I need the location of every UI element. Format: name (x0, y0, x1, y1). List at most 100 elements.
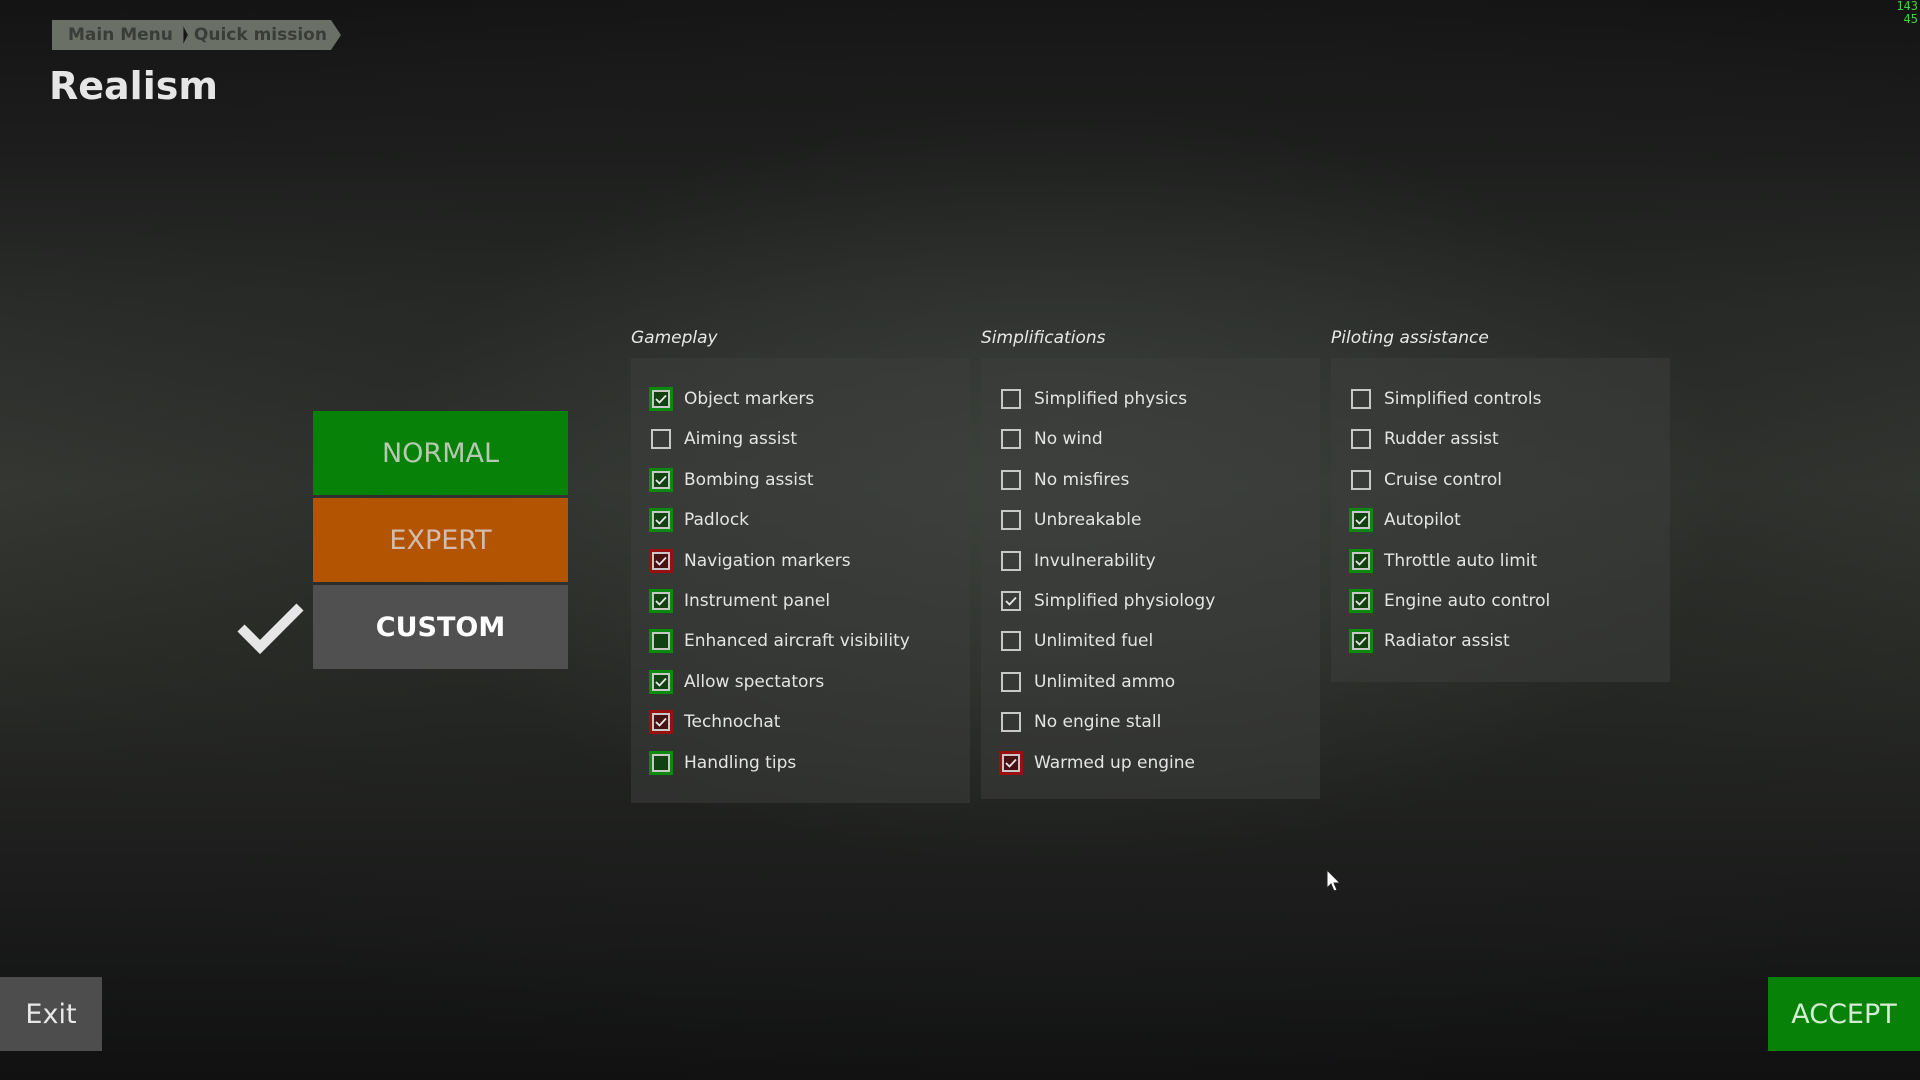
option-label: Warmed up engine (1034, 752, 1195, 773)
preset-normal-button[interactable]: NORMAL (313, 411, 568, 495)
checkbox-checked[interactable] (1349, 589, 1373, 613)
checkbox-unchecked[interactable] (999, 468, 1023, 492)
option-label: Unlimited ammo (1034, 671, 1176, 692)
checkbox-unchecked[interactable] (1349, 427, 1373, 451)
option-no-wind[interactable]: No wind (981, 424, 1103, 454)
option-warmed-up-engine[interactable]: Warmed up engine (981, 748, 1195, 778)
option-label: Technochat (684, 712, 781, 733)
checkbox-box (1351, 469, 1371, 490)
option-instrument-panel[interactable]: Instrument panel (631, 586, 830, 616)
option-aiming-assist[interactable]: Aiming assist (631, 424, 797, 454)
option-radiator-assist[interactable]: Radiator assist (1331, 626, 1510, 656)
option-label: Simplified controls (1384, 389, 1542, 409)
checkmark-icon (1355, 556, 1367, 566)
option-label: Navigation markers (684, 550, 851, 571)
option-label: Allow spectators (684, 671, 825, 692)
option-label: No wind (1034, 429, 1103, 450)
option-object-markers[interactable]: Object markers (631, 384, 814, 414)
option-simplified-physics[interactable]: Simplified physics (981, 384, 1187, 414)
checkmark-icon (1355, 596, 1367, 606)
option-label: Object markers (684, 389, 815, 409)
checkbox-unchecked[interactable] (1349, 468, 1373, 492)
page-title: Realism (49, 64, 218, 108)
checkbox-unchecked[interactable] (999, 427, 1023, 451)
option-rudder-assist[interactable]: Rudder assist (1331, 424, 1499, 454)
checkbox-checked[interactable] (1349, 548, 1373, 573)
checkbox-box (1001, 550, 1021, 571)
checkmark-icon (655, 596, 667, 606)
checkbox-checked[interactable] (1349, 508, 1373, 533)
checkbox-unchecked[interactable] (649, 629, 673, 654)
option-handling-tips[interactable]: Handling tips (631, 748, 796, 778)
option-simplified-controls[interactable]: Simplified controls (1331, 384, 1541, 414)
option-label: Simplified physics (1034, 389, 1188, 409)
checkbox-unchecked[interactable] (1349, 387, 1373, 411)
option-cruise-control[interactable]: Cruise control (1331, 465, 1502, 495)
checkbox-unchecked[interactable] (649, 750, 673, 775)
exit-button[interactable]: Exit (0, 977, 102, 1051)
checkmark-icon (655, 718, 667, 727)
option-label: Instrument panel (684, 591, 831, 611)
option-invulnerability[interactable]: Invulnerability (981, 546, 1156, 576)
checkbox-box (1002, 753, 1020, 772)
option-simplified-physiology[interactable]: Simplified physiology (981, 586, 1215, 616)
option-label: Bombing assist (684, 469, 814, 490)
checkbox-box (1001, 712, 1021, 733)
option-engine-auto-control[interactable]: Engine auto control (1331, 586, 1550, 616)
option-allow-spectators[interactable]: Allow spectators (631, 667, 824, 697)
checkbox-unchecked[interactable] (649, 427, 673, 451)
accept-button[interactable]: ACCEPT (1768, 977, 1920, 1051)
checkbox-checked[interactable] (649, 669, 673, 694)
option-throttle-auto-limit[interactable]: Throttle auto limit (1331, 546, 1537, 576)
option-label: Unbreakable (1034, 510, 1142, 531)
checkbox-box (652, 551, 670, 570)
fps-value: 143 (1896, 0, 1918, 13)
option-bombing-assist[interactable]: Bombing assist (631, 465, 813, 495)
option-no-misfires[interactable]: No misfires (981, 465, 1129, 495)
checkmark-icon (655, 394, 667, 404)
option-unlimited-fuel[interactable]: Unlimited fuel (981, 626, 1153, 656)
option-autopilot[interactable]: Autopilot (1331, 505, 1461, 535)
checkbox-checked[interactable] (649, 467, 673, 492)
option-unbreakable[interactable]: Unbreakable (981, 505, 1141, 535)
checkbox-checked[interactable] (649, 589, 673, 613)
checkbox-unchecked[interactable] (999, 549, 1023, 573)
checkbox-box (1352, 632, 1370, 651)
checkmark-icon (1355, 516, 1367, 525)
checkbox-unchecked[interactable] (999, 508, 1023, 532)
checkbox-unchecked[interactable] (999, 387, 1023, 411)
checkbox-unchecked[interactable] (999, 710, 1023, 734)
option-unlimited-ammo[interactable]: Unlimited ammo (981, 667, 1175, 697)
checkbox-checked[interactable] (649, 387, 673, 411)
checkbox-checked[interactable] (649, 710, 673, 735)
checkmark-icon (655, 556, 667, 566)
checkbox-box (1352, 592, 1370, 610)
breadcrumb-main-menu[interactable]: Main Menu (52, 20, 184, 50)
option-technochat[interactable]: Technochat (631, 707, 780, 737)
checkbox-unchecked[interactable] (999, 629, 1023, 653)
option-no-engine-stall[interactable]: No engine stall (981, 707, 1161, 737)
column-header-piloting-assistance: Piloting assistance (1331, 328, 1489, 348)
checkbox-box (652, 470, 670, 489)
preset-expert-button[interactable]: EXPERT (313, 498, 568, 582)
checkbox-box (1001, 469, 1021, 490)
checkbox-box (652, 592, 670, 610)
panel-simplifications: Simplified physics No wind No misfires Unbr… (981, 358, 1320, 799)
checkbox-box (652, 713, 670, 732)
option-label: Autopilot (1384, 510, 1461, 531)
option-padlock[interactable]: Padlock (631, 505, 749, 535)
option-label: Invulnerability (1034, 550, 1156, 571)
option-navigation-markers[interactable]: Navigation markers (631, 546, 851, 576)
checkbox-checked[interactable] (1349, 629, 1373, 654)
preset-custom-button[interactable]: CUSTOM (313, 585, 568, 669)
checkbox-checked[interactable] (999, 589, 1023, 613)
option-label: Cruise control (1384, 469, 1503, 490)
checkbox-checked[interactable] (649, 508, 673, 533)
option-enhanced-aircraft-visibility[interactable]: Enhanced aircraft visibility (631, 626, 910, 656)
checkbox-unchecked[interactable] (999, 670, 1023, 694)
breadcrumb-quick-mission[interactable]: Quick mission (180, 20, 341, 50)
option-label: Aiming assist (684, 429, 797, 450)
checkbox-checked[interactable] (649, 548, 673, 573)
option-label: Padlock (684, 510, 750, 531)
checkbox-checked[interactable] (999, 750, 1023, 775)
